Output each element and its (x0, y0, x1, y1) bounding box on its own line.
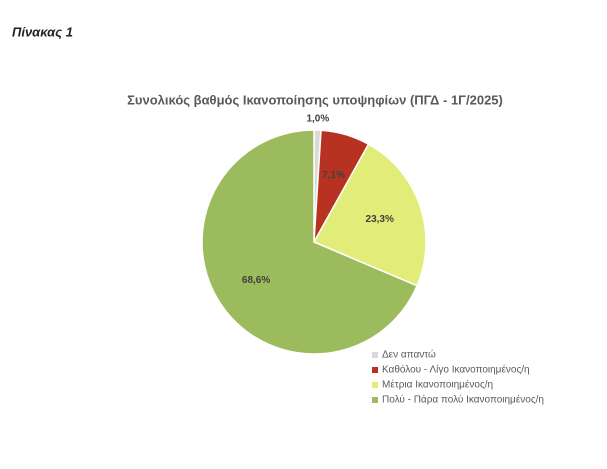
legend-swatch (372, 382, 378, 388)
pie-slice (201, 129, 419, 355)
data-label: 68,6% (242, 275, 270, 286)
data-label: 1,0% (306, 114, 329, 125)
heading: Πίνακας 1 (12, 24, 73, 39)
legend-label: Μέτρια Ικανοποιημένος/η (382, 379, 493, 391)
pie-slice (312, 143, 427, 287)
data-label: 23,3% (366, 214, 394, 225)
legend-label: Καθόλου - Λίγο Ικανοποιημένος/η (382, 364, 530, 376)
chart-title: Συνολικός βαθμός Ικανοποίησης υποψηφίων … (127, 92, 503, 107)
data-label: 7,1% (322, 170, 345, 181)
legend-swatch (372, 367, 378, 373)
legend-swatch (372, 352, 378, 358)
legend-label: Πολύ - Πάρα πολύ Ικανοποιημένος/η (382, 394, 544, 406)
legend-label: Δεν απαντώ (382, 349, 436, 361)
legend-swatch (372, 397, 378, 403)
